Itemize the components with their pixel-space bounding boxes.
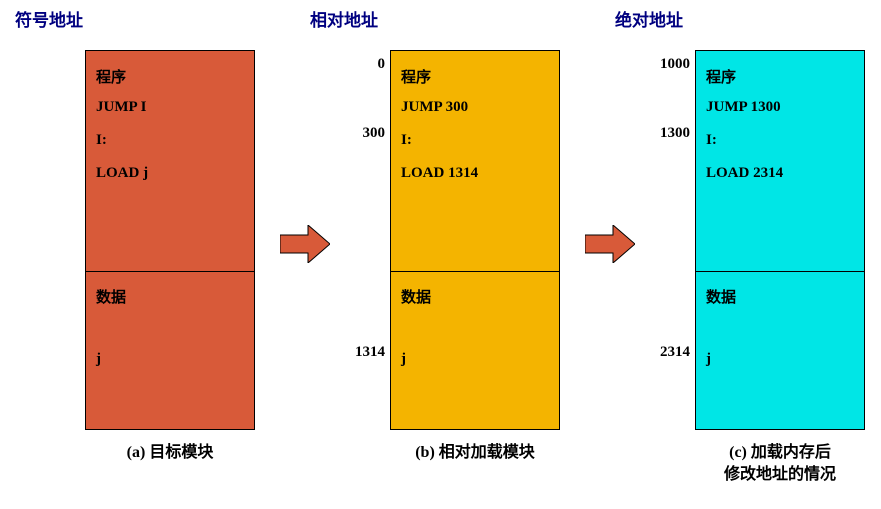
data-label: 数据 bbox=[401, 286, 431, 307]
caption-a: (a) 目标模块 bbox=[85, 442, 255, 464]
jump-instruction: JUMP I bbox=[96, 99, 146, 116]
program-label: 程序 bbox=[706, 66, 736, 87]
title-relative: 相对地址 bbox=[310, 6, 378, 31]
title-absolute: 绝对地址 bbox=[615, 6, 683, 31]
caption-b: (b) 相对加载模块 bbox=[390, 442, 560, 464]
module-box-a: 程序 JUMP I I: LOAD j 数据 j bbox=[85, 50, 255, 430]
addr-j-c: 2314 bbox=[645, 344, 690, 361]
data-label: 数据 bbox=[706, 286, 736, 307]
addr-i-b: 300 bbox=[340, 125, 385, 142]
program-label: 程序 bbox=[401, 66, 431, 87]
var-j: j bbox=[706, 351, 711, 368]
module-box-c: 程序 JUMP 1300 I: LOAD 2314 数据 j bbox=[695, 50, 865, 430]
section-divider bbox=[391, 271, 559, 272]
arrow-ab bbox=[280, 225, 330, 263]
label-i: I: bbox=[401, 132, 412, 149]
label-i: I: bbox=[706, 132, 717, 149]
addr-top-b: 0 bbox=[340, 56, 385, 73]
jump-instruction: JUMP 1300 bbox=[706, 99, 781, 116]
arrow-bc bbox=[585, 225, 635, 263]
title-symbolic: 符号地址 bbox=[15, 6, 83, 31]
caption-c: (c) 加载内存后 修改地址的情况 bbox=[695, 442, 865, 487]
var-j: j bbox=[401, 351, 406, 368]
program-label: 程序 bbox=[96, 66, 126, 87]
data-label: 数据 bbox=[96, 286, 126, 307]
addr-j-b: 1314 bbox=[340, 344, 385, 361]
jump-instruction: JUMP 300 bbox=[401, 99, 468, 116]
load-instruction: LOAD 1314 bbox=[401, 165, 478, 182]
section-divider bbox=[696, 271, 864, 272]
load-instruction: LOAD j bbox=[96, 165, 148, 182]
load-instruction: LOAD 2314 bbox=[706, 165, 783, 182]
label-i: I: bbox=[96, 132, 107, 149]
addr-top-c: 1000 bbox=[645, 56, 690, 73]
module-box-b: 程序 JUMP 300 I: LOAD 1314 数据 j bbox=[390, 50, 560, 430]
var-j: j bbox=[96, 351, 101, 368]
addr-i-c: 1300 bbox=[645, 125, 690, 142]
section-divider bbox=[86, 271, 254, 272]
